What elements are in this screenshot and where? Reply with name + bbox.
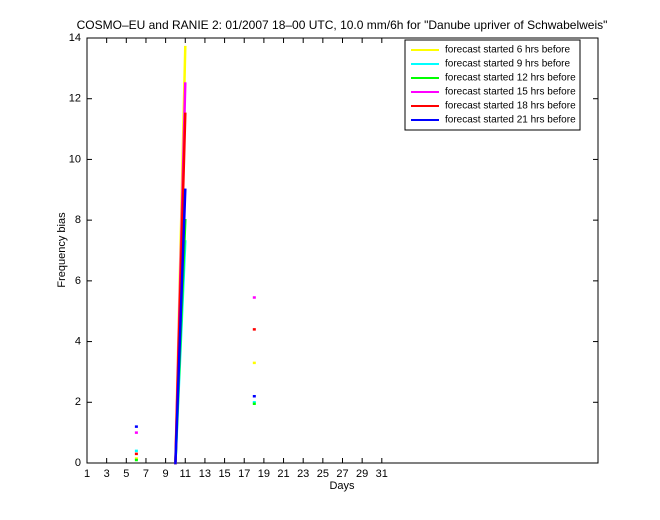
x-tick-label: 11 <box>180 468 191 480</box>
x-axis-label: Days <box>329 480 355 492</box>
x-tick-label: 31 <box>376 468 388 480</box>
y-tick-label: 0 <box>75 457 81 469</box>
x-tick-label: 25 <box>317 468 329 480</box>
y-tick-label: 14 <box>69 32 81 44</box>
y-tick-label: 12 <box>69 93 81 105</box>
x-tick-label: 17 <box>238 468 250 480</box>
x-tick-label: 29 <box>356 468 368 480</box>
x-tick-label: 21 <box>277 468 289 480</box>
x-tick-label: 7 <box>143 468 149 480</box>
x-tick-label: 9 <box>163 468 169 480</box>
legend-label: forecast started 21 hrs before <box>445 115 576 126</box>
chart-title: COSMO–EU and RANIE 2: 01/2007 18–00 UTC,… <box>77 18 608 32</box>
legend-label: forecast started 15 hrs before <box>445 87 576 98</box>
x-tick-label: 1 <box>84 468 90 480</box>
y-tick-label: 4 <box>75 335 81 347</box>
legend-label: forecast started 12 hrs before <box>445 73 576 84</box>
series-line <box>134 188 256 465</box>
legend-label: forecast started 6 hrs before <box>445 45 571 56</box>
x-tick-label: 15 <box>218 468 230 480</box>
legend-box <box>404 39 581 131</box>
y-tick-label: 6 <box>75 275 81 287</box>
y-tick-label: 2 <box>75 396 81 408</box>
y-axis-label: Frequency bias <box>56 212 68 288</box>
x-tick-label: 19 <box>258 468 270 480</box>
legend-label: forecast started 9 hrs before <box>445 59 571 70</box>
x-tick-label: 5 <box>123 468 129 480</box>
x-tick-label: 3 <box>104 468 110 480</box>
legend-label: forecast started 18 hrs before <box>445 101 576 112</box>
y-tick-label: 8 <box>75 214 81 226</box>
x-tick-label: 27 <box>336 468 348 480</box>
x-tick-label: 13 <box>199 468 211 480</box>
x-tick-label: 23 <box>297 468 309 480</box>
y-tick-label: 10 <box>69 153 81 165</box>
